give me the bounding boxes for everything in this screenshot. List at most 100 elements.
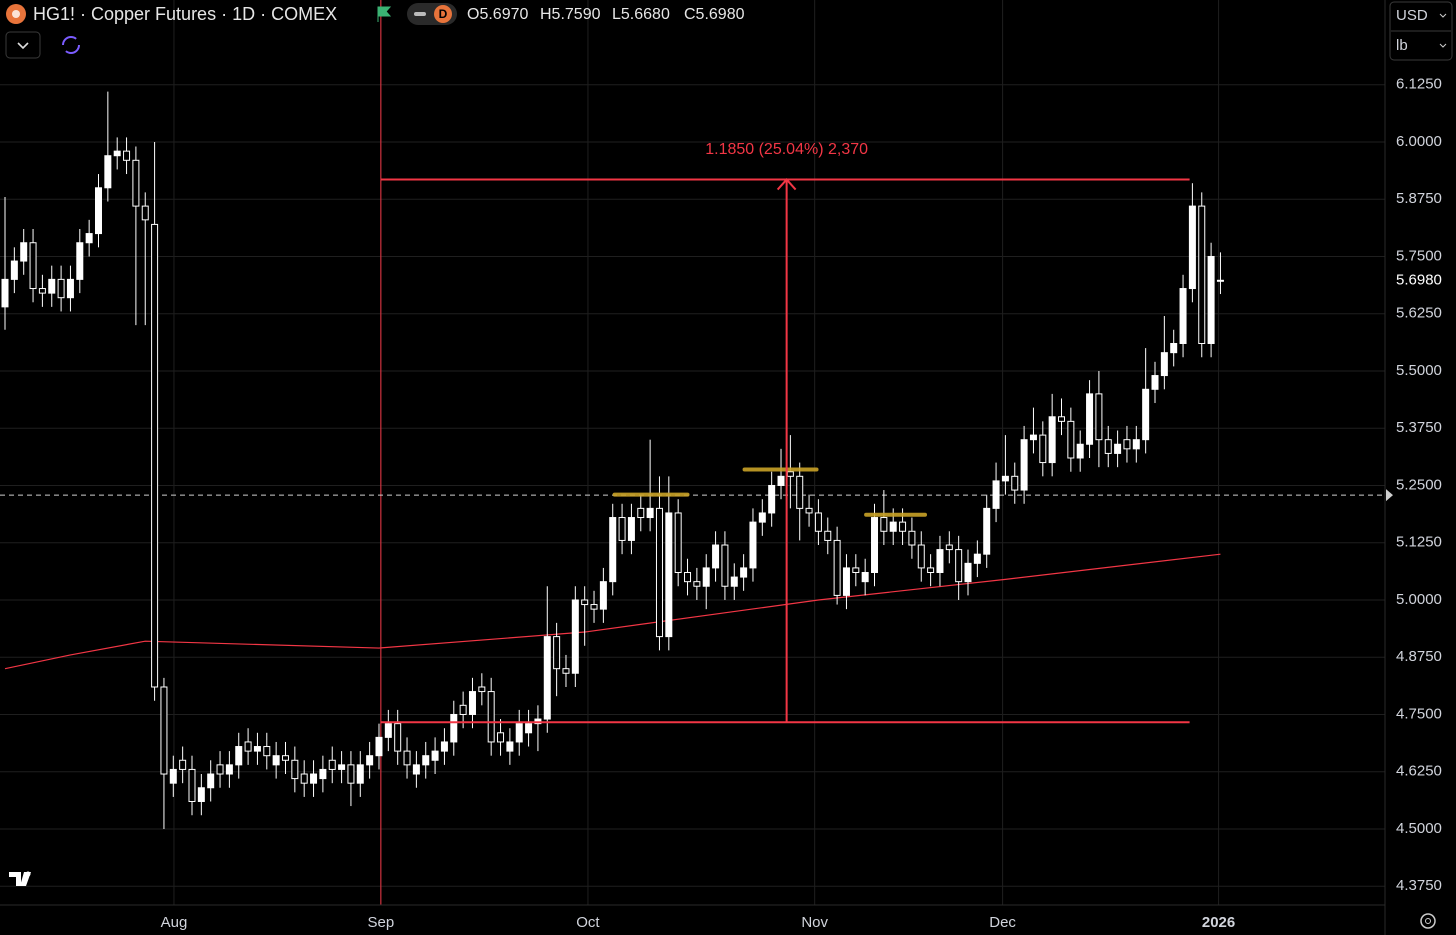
candle-body <box>880 517 888 532</box>
ohlc-high: H5.7590 <box>540 6 601 23</box>
y-tick-label: 5.7500 <box>1396 247 1442 264</box>
candle-body <box>824 530 832 541</box>
symbol-title: HG1! · Copper Futures · 1D · COMEX <box>33 4 337 24</box>
y-tick-label: 5.0000 <box>1396 591 1442 608</box>
candle-body <box>581 599 589 606</box>
candle-body <box>768 484 776 514</box>
unit-label: lb <box>1396 37 1408 54</box>
candle-body <box>1170 342 1178 354</box>
candle-body <box>599 581 607 610</box>
grid <box>0 0 1385 905</box>
candle-body <box>281 755 289 761</box>
plot <box>0 0 1385 905</box>
y-tick-label: 4.3750 <box>1396 877 1442 894</box>
candle-body <box>833 539 841 596</box>
candle-body <box>964 562 972 583</box>
candle-body <box>272 755 280 766</box>
currency-chevron <box>1439 13 1447 18</box>
candle-body <box>1039 434 1047 464</box>
candle-body <box>684 571 692 583</box>
candle-body <box>113 150 121 157</box>
candle-body <box>721 544 729 587</box>
candle-body <box>1 278 9 308</box>
candle-body <box>497 732 505 743</box>
candle-body <box>992 480 1000 509</box>
y-tick-label: 6.1250 <box>1396 76 1442 93</box>
y-tick-label: 6.0000 <box>1396 133 1442 150</box>
candle-body <box>347 764 355 784</box>
candle-body <box>590 604 598 610</box>
candle-body <box>263 746 271 757</box>
candle-body <box>506 741 514 752</box>
candle-body <box>1104 439 1112 454</box>
candle-body <box>627 517 635 541</box>
chevron-icon <box>17 42 29 50</box>
candle-body <box>291 759 299 780</box>
ohlc-open: O5.6970 <box>467 6 528 23</box>
candle-body <box>842 567 850 596</box>
candle-body <box>123 150 131 161</box>
candle-body <box>319 768 327 780</box>
candle-body <box>10 260 18 280</box>
settings[interactable] <box>1420 913 1436 929</box>
candle-body <box>104 155 112 189</box>
x-tick-label: Oct <box>576 914 600 931</box>
candle-body <box>908 530 916 546</box>
y-tick-label: 5.1250 <box>1396 534 1442 551</box>
candle-body <box>637 507 645 519</box>
candle-body <box>1029 434 1037 441</box>
candle-body <box>973 553 981 564</box>
candle-body <box>94 187 102 235</box>
logo-shape <box>9 872 31 886</box>
candle-body <box>852 567 860 573</box>
candle-body <box>394 723 402 752</box>
candle-body <box>618 517 626 541</box>
candle-body <box>796 475 804 509</box>
candle-body <box>1086 393 1094 445</box>
candle-body <box>730 576 738 587</box>
candle-body <box>955 549 963 583</box>
candle-body <box>48 278 56 294</box>
y-tick-label: 5.5000 <box>1396 362 1442 379</box>
x-tick-label: 2026 <box>1202 914 1235 931</box>
candle-body <box>1001 475 1009 482</box>
candle-body <box>1132 439 1140 450</box>
candle-body <box>786 471 794 477</box>
candle-body <box>57 278 65 299</box>
candle-body <box>861 571 869 583</box>
x-tick-label: Sep <box>368 914 395 931</box>
candle-body <box>525 723 533 734</box>
candle-body <box>338 764 346 770</box>
symbol-icon-dot <box>12 10 20 18</box>
x-tick-label: Aug <box>161 914 188 931</box>
candle-body <box>66 278 74 299</box>
candle-body <box>375 736 383 757</box>
candle-body <box>169 768 177 784</box>
candle-body <box>1207 255 1215 344</box>
measure-label: 1.1850 (25.04%) 2,370 <box>705 141 868 158</box>
candle-body <box>412 764 420 775</box>
candle-body <box>431 750 439 761</box>
candle-body <box>328 759 336 770</box>
candle-body <box>609 517 617 583</box>
candle-body <box>459 704 467 715</box>
candle-body <box>141 205 149 221</box>
candle-body <box>814 512 822 532</box>
collapse-button[interactable] <box>5 31 41 59</box>
sync-icon[interactable] <box>62 36 80 54</box>
x-tick-label: Nov <box>801 914 828 931</box>
settings-icon[interactable] <box>1420 913 1436 929</box>
header: HG1! · Copper Futures · 1D · COMEX D O5.… <box>5 3 745 59</box>
unit-selector[interactable]: USD lb <box>1389 1 1453 61</box>
candle-body <box>1188 205 1196 290</box>
candle-body <box>366 755 374 766</box>
y-tick-label: 4.7500 <box>1396 705 1442 722</box>
candle-body <box>777 475 785 486</box>
candle-body <box>132 159 140 207</box>
currency-label: USD <box>1396 7 1428 24</box>
logo-dot <box>25 871 31 877</box>
y-tick-label: 5.2500 <box>1396 476 1442 493</box>
candle-body <box>712 544 720 569</box>
